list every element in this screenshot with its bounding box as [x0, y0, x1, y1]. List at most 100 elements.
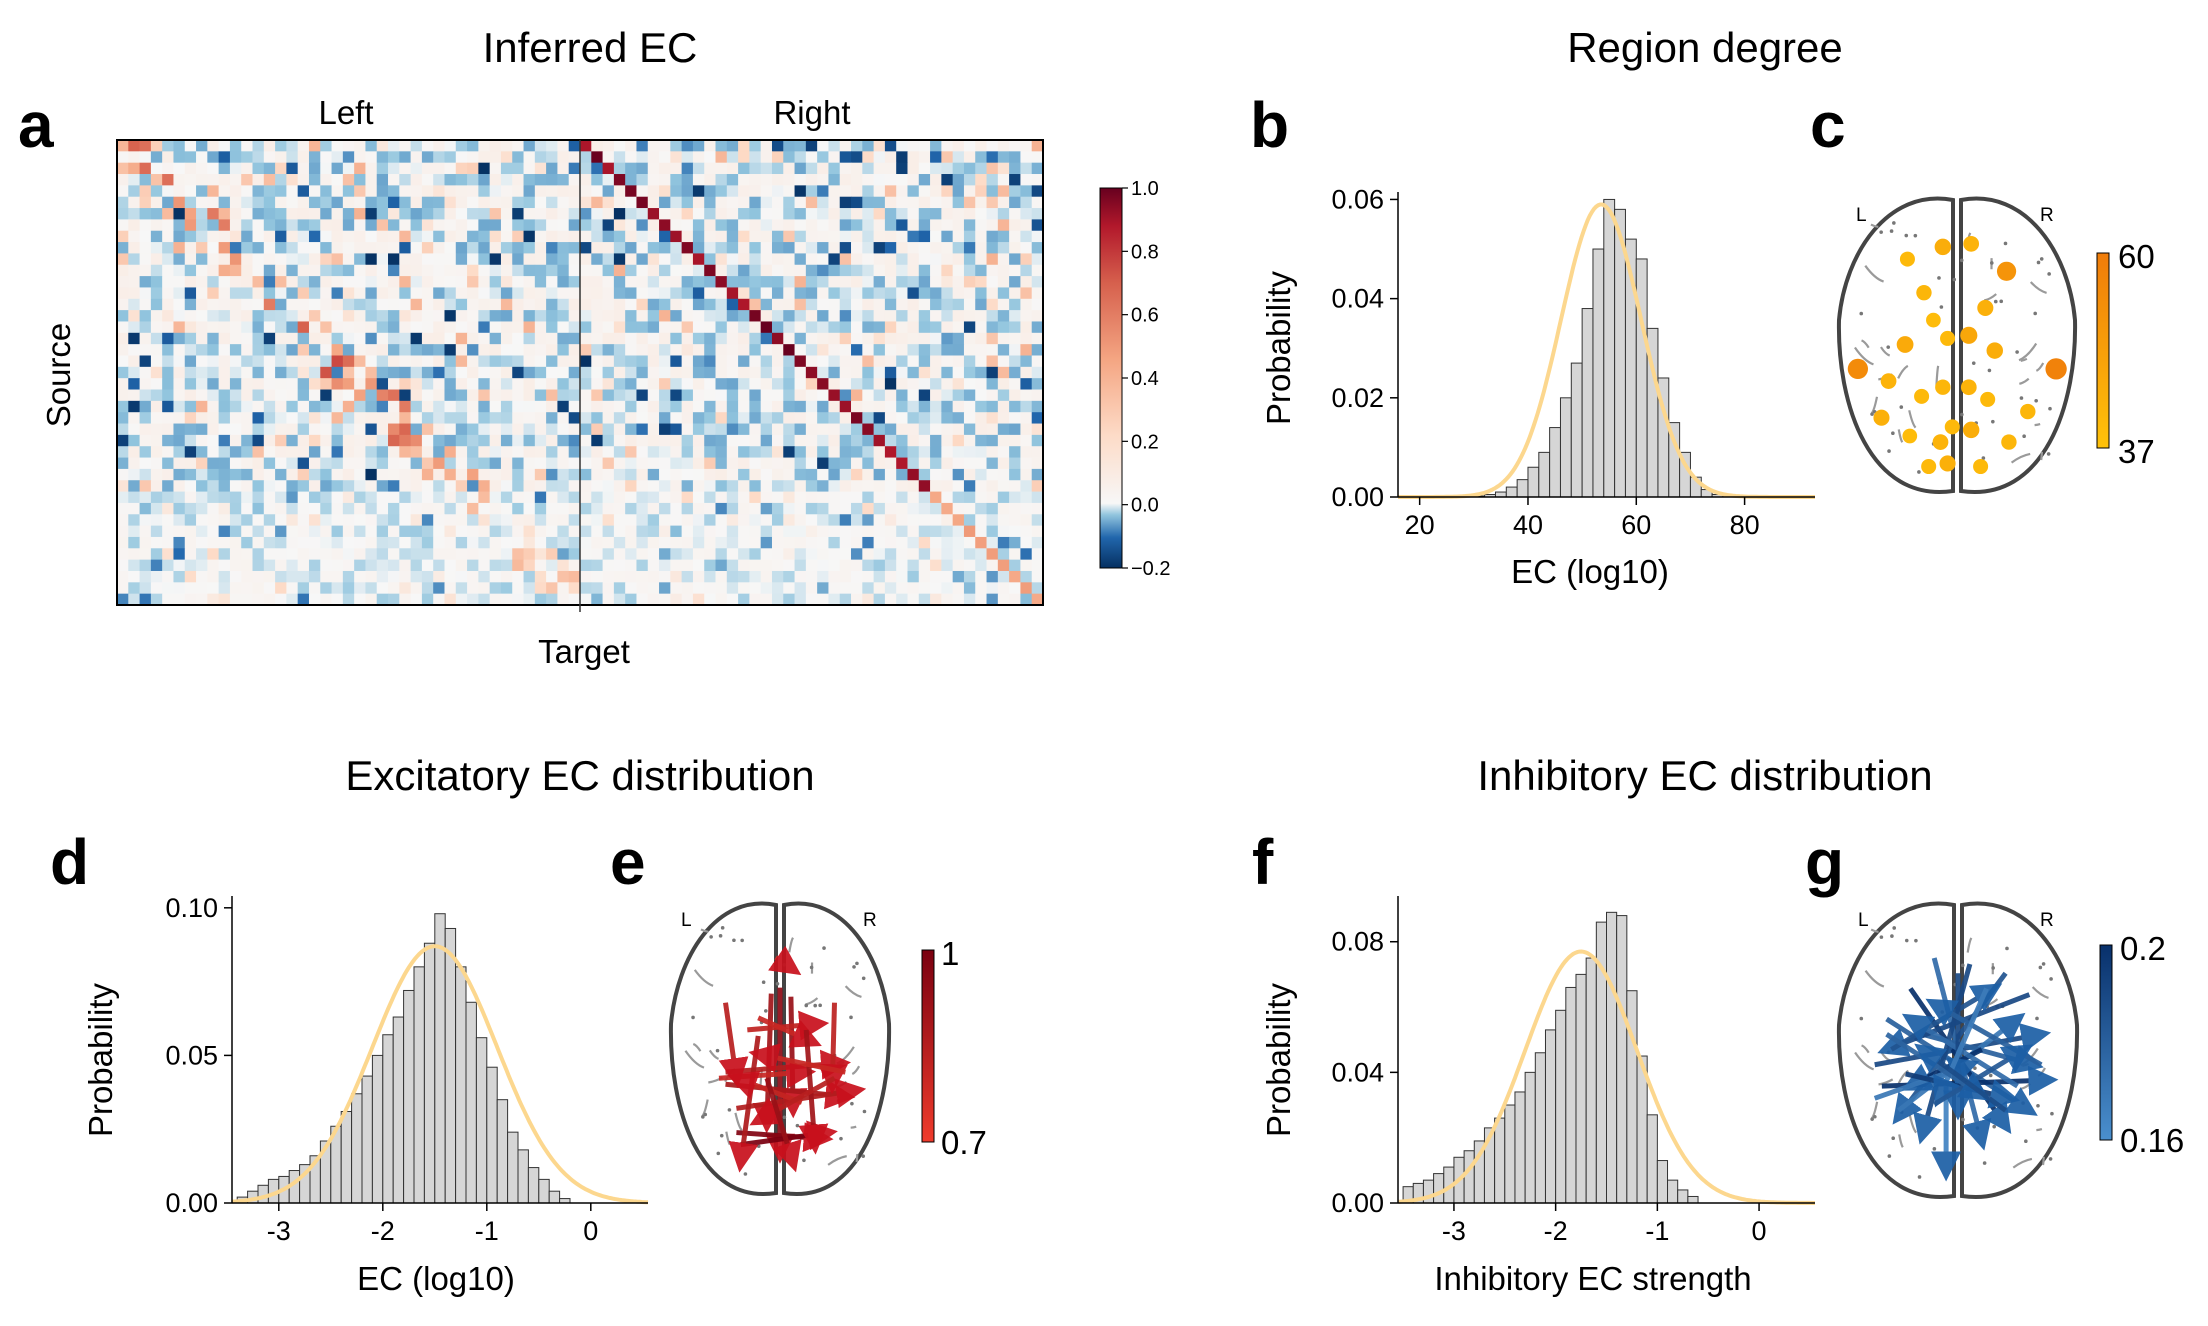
- heatmap-cell: [828, 412, 841, 424]
- heatmap-cell: [489, 582, 502, 595]
- heatmap-cell: [884, 525, 897, 538]
- heatmap-cell: [907, 162, 920, 175]
- heatmap-cell: [941, 174, 954, 186]
- heatmap-cell: [997, 446, 1010, 458]
- heatmap-cell: [421, 287, 434, 300]
- heatmap-cell: [308, 253, 321, 266]
- heatmap-cell: [907, 468, 920, 481]
- brain-node-dot: [855, 961, 859, 966]
- heatmap-cell: [467, 502, 479, 515]
- heatmap-cell: [173, 582, 186, 595]
- heatmap-cell: [952, 457, 965, 470]
- brain-sulcus: [1897, 429, 1904, 443]
- heatmap-cell: [308, 536, 321, 549]
- heatmap-cell: [625, 174, 637, 186]
- brain-sulcus: [708, 1049, 720, 1060]
- heatmap-cell: [331, 525, 344, 538]
- heatmap-cell: [184, 480, 197, 492]
- heatmap-cell: [218, 185, 231, 198]
- heatmap-cell: [771, 457, 784, 470]
- heatmap-cell: [1009, 480, 1021, 492]
- heatmap-cell: [625, 321, 637, 334]
- heatmap-cell: [884, 140, 897, 152]
- heatmap-cell: [851, 332, 863, 345]
- heatmap-cell: [930, 174, 942, 186]
- heatmap-cell: [749, 332, 762, 345]
- heatmap-cell: [139, 208, 152, 220]
- heatmap-cell: [241, 264, 253, 277]
- heatmap-cell: [207, 389, 220, 402]
- heatmap-cell: [388, 264, 400, 277]
- heatmap-cell: [568, 140, 581, 152]
- heatmap-cell: [862, 480, 875, 492]
- brain-connection-arrow: [1901, 1013, 2019, 1089]
- heatmap-cell: [591, 321, 603, 334]
- histogram-bar: [382, 1034, 394, 1204]
- brain-sulcus: [1861, 1044, 1870, 1054]
- heatmap-cell: [783, 423, 795, 436]
- heatmap-cell: [455, 242, 468, 254]
- heatmap-cell: [399, 344, 412, 356]
- heatmap-cell: [670, 593, 683, 606]
- brain-node-dot: [732, 938, 736, 943]
- heatmap-cell: [478, 536, 491, 549]
- heatmap-cell: [602, 400, 615, 413]
- heatmap-cell: [907, 502, 920, 515]
- heatmap-cell: [320, 525, 332, 538]
- heatmap-cell: [670, 457, 683, 470]
- histogram-bar: [1544, 1029, 1557, 1204]
- heatmap-cell: [184, 423, 197, 436]
- heatmap-cell: [308, 196, 321, 209]
- heatmap-cell: [749, 174, 762, 186]
- heatmap-cell: [320, 502, 332, 515]
- y-tick-label: 0.00: [1331, 482, 1384, 512]
- heatmap-cell: [896, 151, 908, 164]
- histogram-bar: [517, 1149, 529, 1204]
- heatmap-cell: [862, 196, 875, 209]
- heatmap-cell: [805, 423, 818, 436]
- heatmap-cell: [862, 298, 875, 311]
- heatmap-cell: [986, 174, 999, 186]
- heatmap-cell: [263, 423, 276, 436]
- heatmap-cell: [1031, 525, 1044, 538]
- heatmap-cell: [580, 434, 592, 447]
- heatmap-cell: [184, 196, 197, 209]
- heatmap-cell: [184, 310, 197, 322]
- heatmap-cell: [252, 310, 265, 322]
- heatmap-cell: [399, 162, 412, 175]
- heatmap-cell: [139, 253, 152, 266]
- heatmap-cell: [952, 253, 965, 266]
- heatmap-cell: [647, 480, 660, 492]
- heatmap-cell: [704, 468, 716, 481]
- heatmap-cell: [286, 276, 299, 288]
- heatmap-cell: [952, 378, 965, 390]
- heatmap-cell: [410, 548, 423, 561]
- heatmap-cell: [625, 208, 637, 220]
- heatmap-cell: [173, 287, 186, 300]
- heatmap-cell: [568, 321, 581, 334]
- heatmap-cell: [636, 151, 649, 164]
- heatmap-cell: [376, 582, 389, 595]
- heatmap-cell: [162, 491, 174, 504]
- heatmap-cell: [399, 423, 412, 436]
- heatmap-cell: [918, 525, 931, 538]
- heatmap-cell: [150, 559, 163, 572]
- heatmap-cell: [692, 253, 705, 266]
- heatmap-cell: [963, 162, 976, 175]
- heatmap-cell: [941, 151, 954, 164]
- heatmap-cell: [896, 366, 908, 379]
- brain-node: [1902, 428, 1918, 444]
- heatmap-cell: [376, 570, 389, 583]
- heatmap-cell: [647, 559, 660, 572]
- heatmap-cell: [308, 310, 321, 322]
- heatmap-cell: [229, 412, 242, 424]
- heatmap-cell: [286, 310, 299, 322]
- heatmap-cell: [613, 332, 626, 345]
- heatmap-cell: [263, 559, 276, 572]
- heatmap-cell: [229, 230, 242, 243]
- heatmap-cell: [975, 321, 987, 334]
- heatmap-cell: [184, 287, 197, 300]
- heatmap-cell: [173, 253, 186, 266]
- brain-node: [1873, 409, 1890, 426]
- heatmap-cell: [229, 582, 242, 595]
